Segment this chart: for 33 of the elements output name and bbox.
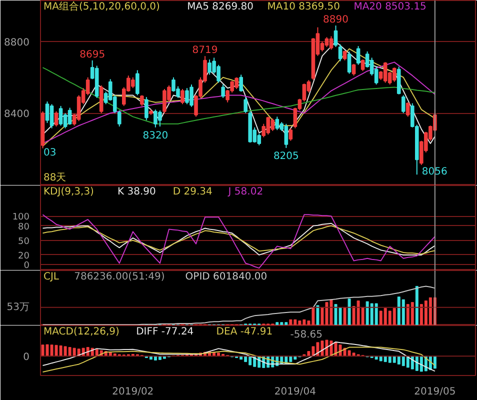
chart-title: CJL — [44, 272, 60, 282]
annotation: 8205 — [273, 150, 299, 162]
y-tick-label: 8400 — [4, 109, 30, 120]
text: D 29.34 — [172, 186, 212, 198]
chart-title: MACD(12,26,9) — [44, 326, 120, 338]
y-tick-label: 100 — [12, 212, 30, 223]
text: OPID 601840.00 — [185, 272, 268, 282]
chart-title: KDJ(9,3,3) — [44, 186, 94, 198]
text: J 58.02 — [227, 186, 264, 198]
series-label: -58.65 — [290, 330, 323, 340]
y-tick-label: 80 — [18, 222, 30, 232]
annotation: 03 — [44, 148, 56, 158]
text: MA10 8369.50 — [267, 2, 340, 12]
text: MA5 8269.80 — [187, 2, 254, 12]
y-tick-label: 50 — [18, 236, 30, 247]
chart-title: MA组合(5,10,20,60,0,0) — [44, 0, 160, 12]
y-tick-label: 8800 — [4, 38, 30, 49]
x-tick-label: 2019/05 — [414, 386, 456, 398]
series-label: DIFF -77.24 — [136, 326, 194, 338]
annotation: 8695 — [80, 49, 106, 60]
x-tick-label: 2019/04 — [274, 386, 316, 398]
y-tick-label: 0 — [24, 261, 30, 272]
annotation: 8320 — [142, 130, 168, 142]
y-tick-label: 20 — [18, 251, 30, 262]
text: K 38.90 — [118, 186, 156, 198]
series-label: DEA -47.91 — [216, 326, 273, 338]
text: 786236.00(51:49) — [74, 272, 165, 282]
annotation: 88天 — [44, 172, 66, 184]
ref-line-label: 53万 — [6, 302, 30, 313]
annotation: 8890 — [323, 14, 348, 26]
text: MA20 8503.15 — [354, 2, 426, 12]
x-tick-label: 2019/02 — [112, 386, 154, 398]
annotation: 8719 — [192, 45, 218, 56]
